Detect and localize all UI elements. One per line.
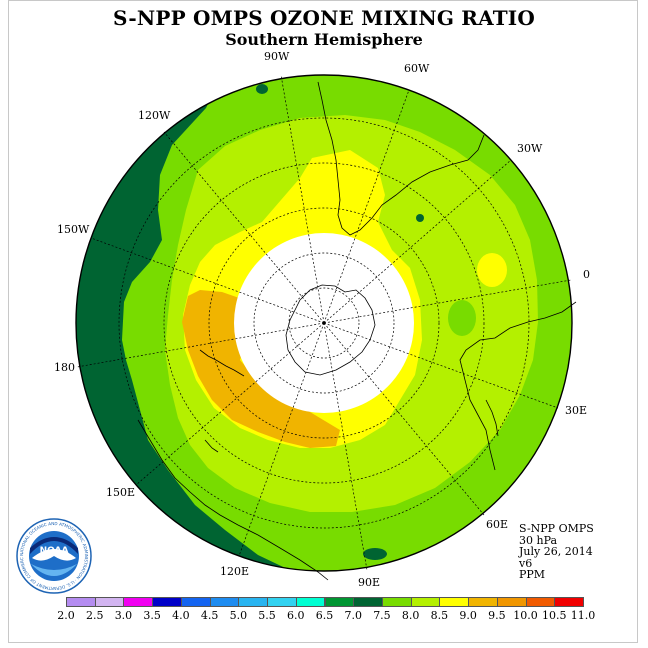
latitude-circle-40s	[163, 162, 485, 484]
colorbar-tick-label: 8.0	[401, 609, 420, 622]
coastline-antarctica	[285, 284, 376, 376]
meridian-60e	[323, 322, 485, 516]
colorbar-tick-label: 11.0	[570, 609, 596, 622]
colorbar-tick-label: 3.5	[143, 609, 161, 622]
map-subtitle: Southern Hemisphere	[225, 30, 423, 49]
colorbar-tick-label: 2.0	[57, 609, 75, 622]
colorbar-cell	[66, 597, 96, 607]
meridian-30e	[323, 322, 559, 409]
south-pole-dot	[322, 321, 326, 325]
info-level: 30 hPa	[519, 533, 558, 547]
colorbar-cell	[410, 597, 441, 607]
latitude-circle-20s	[118, 117, 530, 529]
product-info: S-NPP OMPS 30 hPa July 26, 2014 v6 PPM	[519, 523, 594, 581]
colorbar-cell	[267, 597, 297, 607]
colorbar-tick-label: 6.0	[287, 609, 305, 622]
ozone-blob-7-5	[448, 300, 476, 336]
lon-label-150w: 150W	[57, 223, 90, 236]
info-instrument: S-NPP OMPS	[519, 522, 594, 535]
info-units: PPM	[519, 568, 546, 582]
colorbar-cell	[180, 597, 211, 607]
info-version: v6	[519, 556, 533, 570]
noaa-logo: NATIONAL OCEANIC AND ATMOSPHERIC ADMINIS…	[16, 518, 92, 594]
lon-label-60w: 60W	[404, 62, 430, 75]
meridian-120w	[163, 131, 325, 324]
coastline-tasmania	[204, 439, 219, 453]
lon-label-90e: 90E	[358, 576, 381, 589]
colorbar-tick-label: 5.0	[229, 609, 248, 622]
colorbar-tick-label: 9.0	[459, 609, 477, 622]
graticule	[75, 74, 573, 572]
meridian-120e	[238, 322, 325, 557]
colorbar-cell	[123, 597, 154, 607]
colorbar-tick-label: 2.5	[85, 609, 104, 622]
colorbar-cell	[295, 597, 326, 607]
coastline-africa	[459, 301, 577, 471]
meridian-90e	[323, 322, 368, 571]
lon-label-90w: 90W	[264, 50, 290, 63]
colorbar-tick-label: 8.5	[430, 609, 449, 622]
lon-label-180: 180	[54, 361, 75, 374]
meridian-180	[76, 322, 325, 368]
latitude-circle-50s	[208, 207, 440, 439]
colorbar-tick-label: 9.5	[488, 609, 506, 622]
logo-sea	[31, 564, 77, 576]
coastline-australia	[137, 419, 329, 581]
coastline-new-zealand	[199, 349, 245, 377]
colorbar-tick-label: 10.0	[513, 609, 538, 622]
lon-label-120w: 120W	[138, 109, 171, 122]
colorbar-cell	[468, 597, 498, 607]
colorbar-tick-label: 3.0	[114, 609, 133, 622]
ozone-blob-6-5-north	[256, 84, 268, 94]
colorbar-tick-label: 4.5	[200, 609, 219, 622]
colorbar-tick-label: 10.5	[542, 609, 567, 622]
ozone-band-6-5-west	[76, 75, 330, 571]
colorbar-cell	[152, 597, 182, 607]
meridian-150e	[135, 322, 325, 486]
lon-label-30e: 30E	[565, 404, 588, 417]
colorbar-tick-label: 4.0	[172, 609, 190, 622]
colorbar-cell	[324, 597, 355, 607]
colorbar-cell	[554, 597, 584, 607]
coastline-south-america	[317, 81, 485, 236]
logo-sky	[30, 537, 78, 554]
colorbar-tick-label: 6.5	[315, 609, 334, 622]
meridian-30w	[323, 159, 512, 324]
coastline-madagascar	[485, 399, 499, 437]
latitude-circle-60s	[253, 252, 395, 394]
meridian-90w	[280, 74, 325, 324]
latitude-circle-70s	[288, 287, 360, 359]
colorbar-cell	[94, 597, 125, 607]
map-boundary	[75, 74, 573, 572]
meridian-0	[323, 279, 572, 324]
meridian-150w	[90, 237, 325, 324]
lon-label-60e: 60E	[486, 518, 509, 531]
lon-label-30w: 30W	[517, 142, 543, 155]
lon-label-0: 0	[583, 268, 590, 281]
map-title: S-NPP OMPS OZONE MIXING RATIO	[113, 6, 535, 30]
colorbar-tick-label: 5.5	[258, 609, 276, 622]
ozone-blob-8-0	[477, 253, 507, 287]
colorbar-tick-label: 7.0	[344, 609, 362, 622]
logo-text: NOAA	[40, 546, 69, 556]
colorbar-cell	[238, 597, 269, 607]
logo-bird	[32, 549, 76, 561]
figure-frame	[8, 0, 638, 643]
colorbar-cell	[353, 597, 383, 607]
colorbar-cell	[496, 597, 527, 607]
colorbar-cell	[209, 597, 240, 607]
colorbar-cell	[381, 597, 412, 607]
info-date: July 26, 2014	[519, 545, 593, 559]
meridian-60w	[323, 89, 410, 324]
colorbar-cell	[525, 597, 556, 607]
coastlines	[137, 81, 577, 581]
colorbar-tick-label: 7.5	[373, 609, 391, 622]
lon-label-120e: 120E	[220, 565, 250, 578]
colorbar-cell	[439, 597, 470, 607]
ozone-blob-6-5-small	[416, 214, 424, 222]
lon-label-150e: 150E	[106, 486, 136, 499]
ozone-blob-6-5-south	[363, 548, 387, 560]
